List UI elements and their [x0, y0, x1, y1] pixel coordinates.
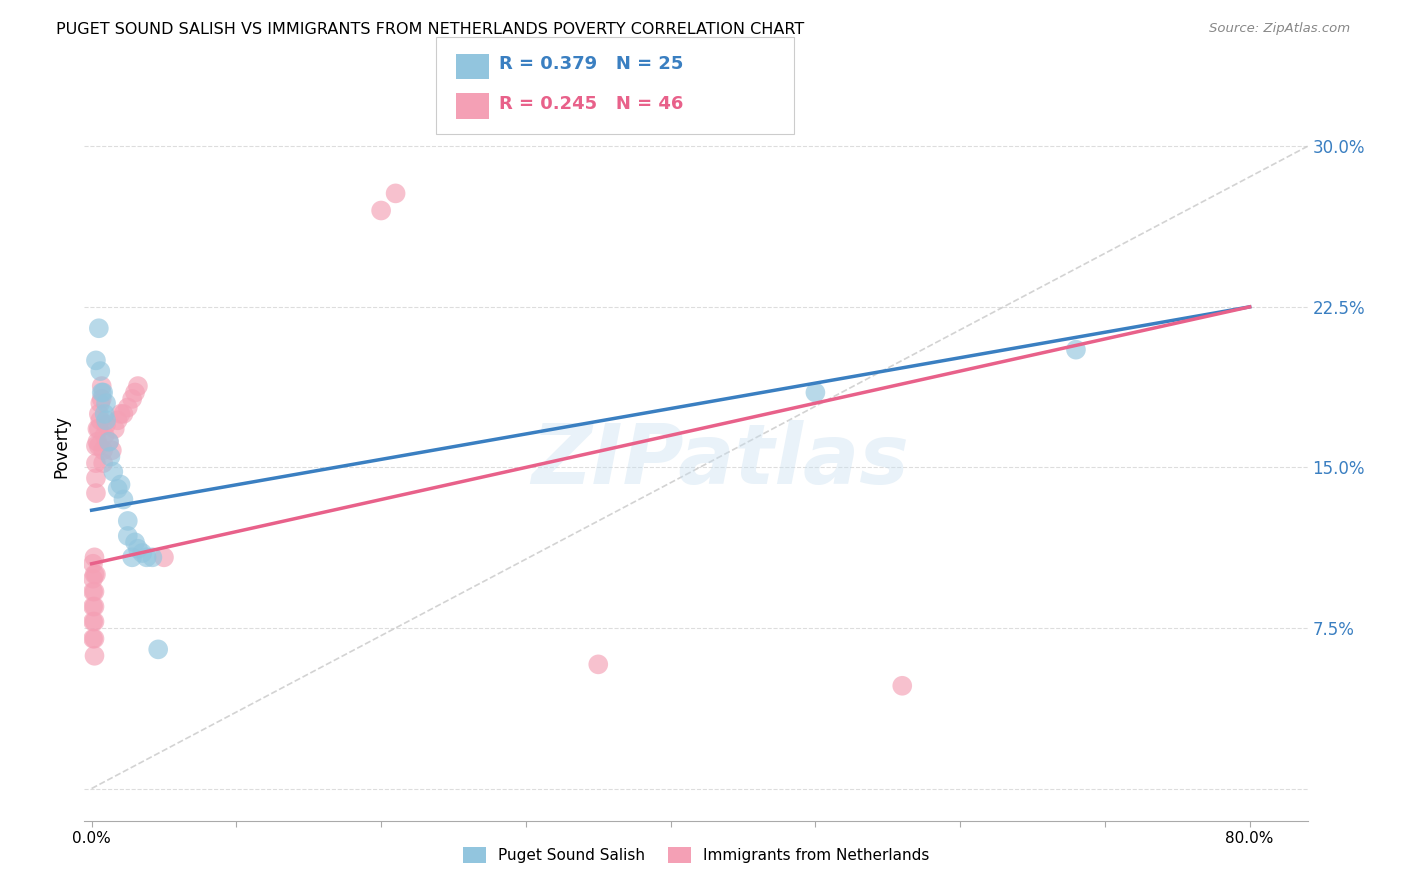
- Point: [141, 550, 163, 565]
- Point: [370, 203, 392, 218]
- Point: [83, 550, 105, 565]
- Point: [82, 599, 104, 614]
- Point: [127, 541, 149, 556]
- Point: [84, 567, 107, 582]
- Point: [1064, 343, 1087, 357]
- Point: [107, 413, 129, 427]
- Point: [84, 486, 107, 500]
- Point: [87, 439, 110, 453]
- Point: [82, 584, 104, 599]
- Point: [84, 353, 107, 368]
- Point: [891, 679, 914, 693]
- Point: [112, 492, 135, 507]
- Text: R = 0.379   N = 25: R = 0.379 N = 25: [499, 55, 683, 73]
- Point: [107, 482, 129, 496]
- Point: [112, 407, 135, 421]
- Point: [804, 385, 827, 400]
- Point: [83, 599, 105, 614]
- Point: [83, 632, 105, 646]
- Point: [121, 392, 143, 406]
- Point: [84, 471, 107, 485]
- Point: [127, 379, 149, 393]
- Point: [110, 477, 132, 491]
- Point: [82, 632, 104, 646]
- Point: [87, 422, 110, 436]
- Point: [91, 385, 114, 400]
- Point: [83, 584, 105, 599]
- Point: [86, 434, 108, 449]
- Point: [101, 443, 124, 458]
- Point: [124, 385, 146, 400]
- Point: [131, 546, 153, 560]
- Point: [94, 413, 117, 427]
- Point: [124, 535, 146, 549]
- Text: Source: ZipAtlas.com: Source: ZipAtlas.com: [1209, 22, 1350, 36]
- Point: [117, 514, 139, 528]
- Point: [135, 550, 157, 565]
- Point: [90, 385, 112, 400]
- Point: [84, 439, 107, 453]
- Point: [82, 615, 104, 629]
- Point: [94, 417, 117, 432]
- Point: [86, 422, 108, 436]
- Point: [83, 648, 105, 663]
- Point: [104, 422, 127, 436]
- Point: [89, 413, 111, 427]
- Point: [83, 567, 105, 582]
- Point: [94, 396, 117, 410]
- Point: [153, 550, 176, 565]
- Point: [117, 401, 139, 415]
- Point: [100, 450, 122, 464]
- Point: [121, 550, 143, 565]
- Point: [90, 392, 112, 406]
- Point: [93, 407, 115, 421]
- Point: [89, 364, 111, 378]
- Text: ZIPatlas: ZIPatlas: [531, 420, 910, 501]
- Point: [117, 529, 139, 543]
- Point: [98, 434, 121, 449]
- Legend: Puget Sound Salish, Immigrants from Netherlands: Puget Sound Salish, Immigrants from Neth…: [457, 841, 935, 869]
- Point: [89, 396, 111, 410]
- Point: [93, 428, 115, 442]
- Point: [588, 657, 610, 672]
- Point: [384, 186, 406, 201]
- Point: [103, 465, 125, 479]
- Y-axis label: Poverty: Poverty: [52, 415, 70, 477]
- Text: R = 0.245   N = 46: R = 0.245 N = 46: [499, 95, 683, 113]
- Text: PUGET SOUND SALISH VS IMMIGRANTS FROM NETHERLANDS POVERTY CORRELATION CHART: PUGET SOUND SALISH VS IMMIGRANTS FROM NE…: [56, 22, 804, 37]
- Point: [98, 434, 121, 449]
- Point: [91, 456, 114, 470]
- Point: [87, 321, 110, 335]
- Point: [84, 456, 107, 470]
- Point: [87, 407, 110, 421]
- Point: [82, 557, 104, 571]
- Point: [83, 615, 105, 629]
- Point: [110, 407, 132, 421]
- Point: [82, 572, 104, 586]
- Point: [148, 642, 170, 657]
- Point: [91, 443, 114, 458]
- Point: [90, 379, 112, 393]
